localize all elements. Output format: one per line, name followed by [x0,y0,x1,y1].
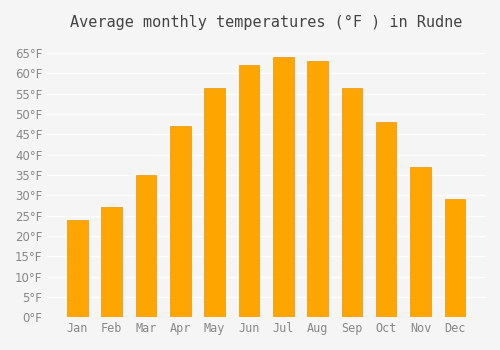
Bar [204,88,225,317]
Title: Average monthly temperatures (°F ) in Rudne: Average monthly temperatures (°F ) in Ru… [70,15,462,30]
Bar [410,167,431,317]
Bar [102,208,122,317]
Bar [308,61,328,317]
Bar [376,122,396,317]
Bar [444,199,465,317]
Bar [238,65,260,317]
Bar [136,175,156,317]
Bar [170,126,190,317]
Bar [342,88,362,317]
Bar [67,220,87,317]
Bar [273,57,293,317]
